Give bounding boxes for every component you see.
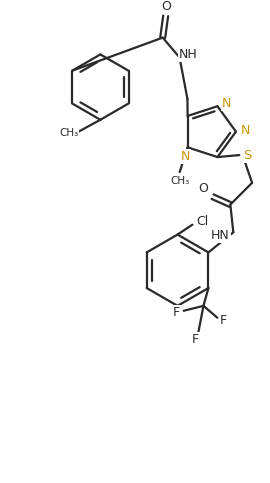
Text: CH₃: CH₃ [59,128,78,138]
Text: NH: NH [179,48,198,61]
Text: CH₃: CH₃ [170,176,189,186]
Text: HN: HN [211,229,230,242]
Text: N: N [222,97,231,110]
Text: F: F [220,314,227,327]
Text: F: F [173,306,180,319]
Text: N: N [181,150,190,163]
Text: F: F [192,333,199,346]
Text: O: O [199,182,208,195]
Text: O: O [162,0,172,14]
Text: Cl: Cl [196,215,208,228]
Text: N: N [241,124,251,137]
Text: S: S [243,149,251,162]
